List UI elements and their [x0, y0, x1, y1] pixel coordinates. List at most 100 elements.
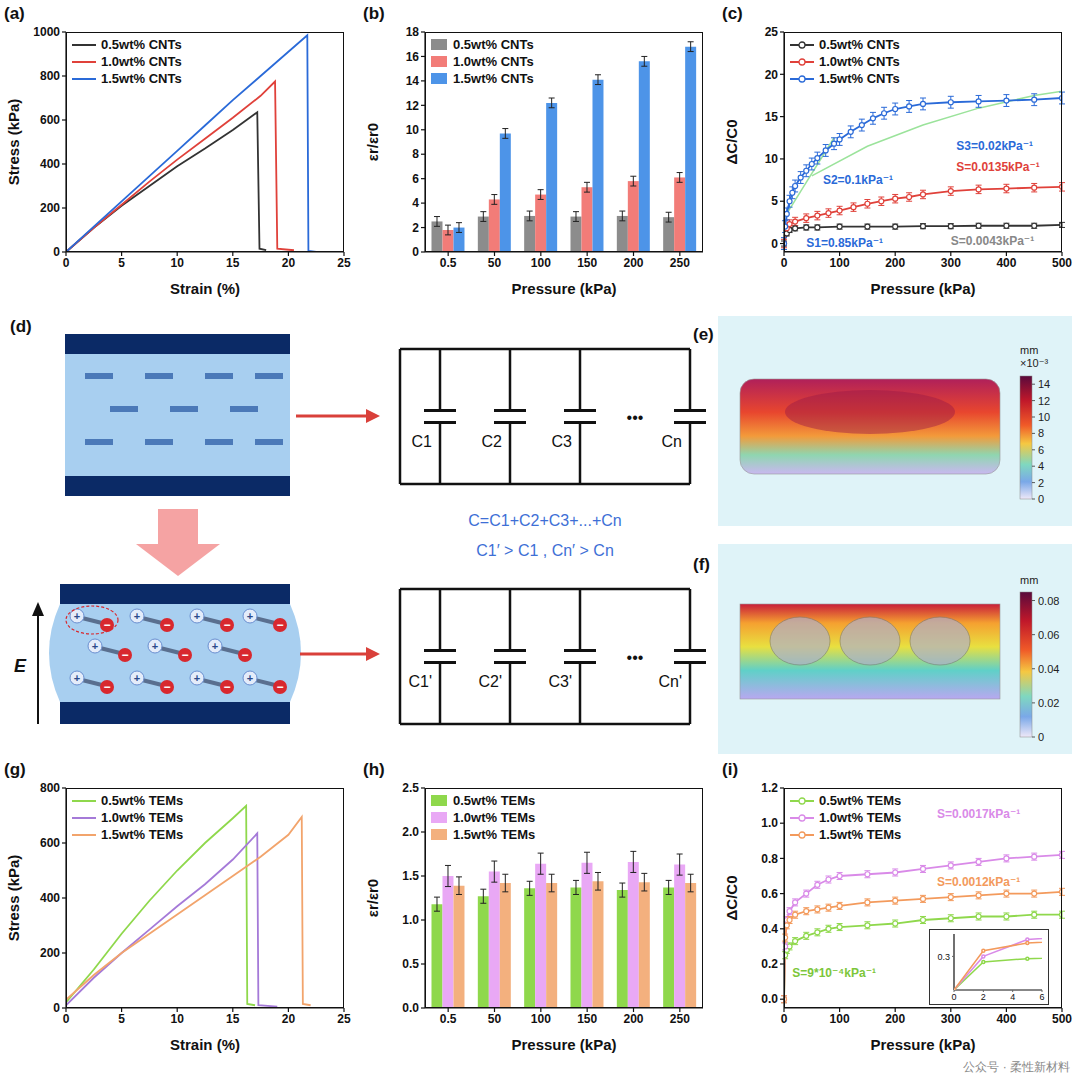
svg-text:150: 150	[577, 1012, 597, 1026]
svg-text:25: 25	[765, 25, 779, 39]
svg-text:0: 0	[53, 245, 60, 259]
svg-text:200: 200	[885, 256, 905, 270]
svg-text:−: −	[103, 680, 110, 694]
svg-text:C3': C3'	[548, 673, 572, 690]
svg-text:C=C1+C2+C3+...+Cn: C=C1+C2+C3+...+Cn	[468, 512, 621, 529]
svg-text:Cn': Cn'	[658, 673, 682, 690]
svg-text:5: 5	[771, 194, 778, 208]
svg-text:800: 800	[40, 69, 60, 83]
svg-text:+: +	[247, 610, 253, 622]
svg-text:+: +	[152, 640, 158, 652]
svg-text:6: 6	[1039, 992, 1044, 1002]
svg-text:8: 8	[412, 147, 419, 161]
svg-text:250: 250	[670, 1012, 690, 1026]
svg-text:500: 500	[1052, 1012, 1072, 1026]
svg-text:0.08: 0.08	[1038, 595, 1059, 607]
svg-text:800: 800	[40, 781, 60, 795]
svg-text:(e): (e)	[693, 325, 714, 344]
svg-text:Cn: Cn	[662, 433, 682, 450]
svg-text:10: 10	[406, 123, 420, 137]
svg-text:0: 0	[1038, 493, 1044, 505]
svg-text:5: 5	[118, 1012, 125, 1026]
svg-text:20: 20	[282, 1012, 296, 1026]
svg-text:+: +	[194, 610, 200, 622]
svg-text:−: −	[223, 680, 230, 694]
svg-text:0.2: 0.2	[761, 957, 778, 971]
svg-text:Pressure (kPa): Pressure (kPa)	[870, 1036, 975, 1053]
svg-text:200: 200	[623, 256, 643, 270]
svg-text:+: +	[134, 610, 140, 622]
svg-text:1.5: 1.5	[402, 869, 419, 883]
svg-text:20: 20	[282, 256, 296, 270]
svg-text:200: 200	[623, 1012, 643, 1026]
svg-text:Stress (kPa): Stress (kPa)	[5, 855, 22, 942]
svg-text:15: 15	[765, 110, 779, 124]
svg-text:+: +	[212, 640, 218, 652]
svg-text:Strain (%): Strain (%)	[170, 1036, 240, 1053]
svg-text:Pressure (kPa): Pressure (kPa)	[511, 280, 616, 297]
svg-text:•••: •••	[627, 409, 644, 426]
svg-text:+: +	[74, 672, 80, 684]
svg-text:0: 0	[63, 256, 70, 270]
svg-text:15: 15	[226, 256, 240, 270]
svg-text:150: 150	[577, 256, 597, 270]
svg-text:C1′ > C1 , Cn′ > Cn: C1′ > C1 , Cn′ > Cn	[476, 542, 614, 559]
svg-text:εr/εr0: εr/εr0	[364, 879, 381, 917]
svg-text:+: +	[194, 672, 200, 684]
svg-text:10: 10	[171, 1012, 185, 1026]
svg-text:12: 12	[406, 99, 420, 113]
svg-text:0.04: 0.04	[1038, 663, 1059, 675]
svg-text:−: −	[181, 648, 188, 662]
svg-text:15: 15	[226, 1012, 240, 1026]
svg-text:4: 4	[1038, 460, 1044, 472]
svg-text:400: 400	[40, 157, 60, 171]
svg-text:100: 100	[830, 256, 850, 270]
svg-text:100: 100	[830, 1012, 850, 1026]
svg-text:0.4: 0.4	[761, 922, 778, 936]
svg-text:300: 300	[941, 1012, 961, 1026]
svg-text:18: 18	[406, 25, 420, 39]
svg-text:8: 8	[1038, 427, 1044, 439]
svg-text:1.0: 1.0	[402, 913, 419, 927]
svg-text:+: +	[92, 640, 98, 652]
svg-text:0.5: 0.5	[440, 1012, 457, 1026]
svg-text:0.0: 0.0	[402, 1001, 419, 1015]
svg-text:Stress (kPa): Stress (kPa)	[5, 99, 22, 186]
svg-text:2: 2	[980, 992, 985, 1002]
svg-text:10: 10	[1038, 411, 1050, 423]
svg-text:ΔC/C0: ΔC/C0	[723, 876, 740, 921]
svg-text:25: 25	[337, 1012, 351, 1026]
svg-text:Pressure (kPa): Pressure (kPa)	[870, 280, 975, 297]
svg-text:2.0: 2.0	[402, 825, 419, 839]
svg-text:200: 200	[40, 201, 60, 215]
svg-text:(f): (f)	[693, 555, 710, 574]
svg-text:−: −	[163, 618, 170, 632]
svg-text:−: −	[163, 680, 170, 694]
svg-text:−: −	[276, 680, 283, 694]
svg-text:500: 500	[1052, 256, 1072, 270]
svg-text:600: 600	[40, 836, 60, 850]
svg-text:14: 14	[406, 74, 420, 88]
svg-text:50: 50	[488, 1012, 502, 1026]
svg-text:•••: •••	[627, 649, 644, 666]
svg-text:2.5: 2.5	[402, 781, 419, 795]
svg-text:Strain (%): Strain (%)	[170, 280, 240, 297]
svg-text:4: 4	[412, 196, 419, 210]
svg-text:200: 200	[40, 946, 60, 960]
svg-text:0.6: 0.6	[761, 887, 778, 901]
svg-text:Pressure (kPa): Pressure (kPa)	[511, 1036, 616, 1053]
svg-text:C1': C1'	[408, 673, 432, 690]
svg-text:E: E	[14, 656, 27, 676]
svg-text:50: 50	[488, 256, 502, 270]
svg-text:εr/εr0: εr/εr0	[364, 123, 381, 161]
svg-text:300: 300	[941, 256, 961, 270]
svg-text:0: 0	[771, 237, 778, 251]
svg-text:+: +	[247, 672, 253, 684]
svg-text:1000: 1000	[33, 25, 60, 39]
svg-text:0: 0	[781, 1012, 788, 1026]
svg-text:C2': C2'	[478, 673, 502, 690]
svg-text:5: 5	[118, 256, 125, 270]
svg-text:×10⁻³: ×10⁻³	[1020, 357, 1048, 369]
svg-text:−: −	[121, 648, 128, 662]
svg-text:400: 400	[996, 1012, 1016, 1026]
